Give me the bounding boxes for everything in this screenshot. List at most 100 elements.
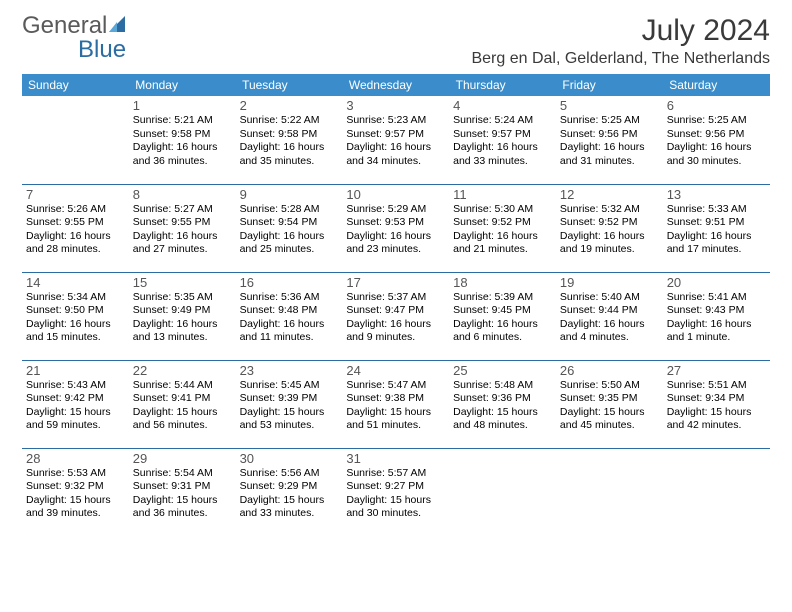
day-info: Sunrise: 5:25 AMSunset: 9:56 PMDaylight:…: [667, 114, 766, 169]
day-number: 20: [667, 275, 766, 290]
day-number: 31: [346, 451, 445, 466]
day-info: Sunrise: 5:35 AMSunset: 9:49 PMDaylight:…: [133, 291, 232, 346]
day-cell: 5Sunrise: 5:25 AMSunset: 9:56 PMDaylight…: [556, 96, 663, 184]
day-cell: 6Sunrise: 5:25 AMSunset: 9:56 PMDaylight…: [663, 96, 770, 184]
day-cell: [663, 448, 770, 536]
day-info: Sunrise: 5:45 AMSunset: 9:39 PMDaylight:…: [240, 379, 339, 434]
day-info: Sunrise: 5:40 AMSunset: 9:44 PMDaylight:…: [560, 291, 659, 346]
day-cell: 17Sunrise: 5:37 AMSunset: 9:47 PMDayligh…: [342, 272, 449, 360]
day-cell: 13Sunrise: 5:33 AMSunset: 9:51 PMDayligh…: [663, 184, 770, 272]
day-info: Sunrise: 5:50 AMSunset: 9:35 PMDaylight:…: [560, 379, 659, 434]
day-info: Sunrise: 5:44 AMSunset: 9:41 PMDaylight:…: [133, 379, 232, 434]
day-number: 13: [667, 187, 766, 202]
day-number: 24: [346, 363, 445, 378]
day-number: 9: [240, 187, 339, 202]
day-cell: 8Sunrise: 5:27 AMSunset: 9:55 PMDaylight…: [129, 184, 236, 272]
day-info: Sunrise: 5:27 AMSunset: 9:55 PMDaylight:…: [133, 203, 232, 258]
day-info: Sunrise: 5:21 AMSunset: 9:58 PMDaylight:…: [133, 114, 232, 169]
day-info: Sunrise: 5:25 AMSunset: 9:56 PMDaylight:…: [560, 114, 659, 169]
weekday-header-row: SundayMondayTuesdayWednesdayThursdayFrid…: [22, 74, 770, 96]
day-cell: [556, 448, 663, 536]
day-cell: 21Sunrise: 5:43 AMSunset: 9:42 PMDayligh…: [22, 360, 129, 448]
day-cell: 28Sunrise: 5:53 AMSunset: 9:32 PMDayligh…: [22, 448, 129, 536]
day-number: 23: [240, 363, 339, 378]
day-number: 5: [560, 98, 659, 113]
sail-icon: [107, 14, 129, 36]
week-row: 21Sunrise: 5:43 AMSunset: 9:42 PMDayligh…: [22, 360, 770, 448]
day-number: 1: [133, 98, 232, 113]
week-row: 28Sunrise: 5:53 AMSunset: 9:32 PMDayligh…: [22, 448, 770, 536]
day-cell: 22Sunrise: 5:44 AMSunset: 9:41 PMDayligh…: [129, 360, 236, 448]
day-info: Sunrise: 5:56 AMSunset: 9:29 PMDaylight:…: [240, 467, 339, 522]
day-info: Sunrise: 5:41 AMSunset: 9:43 PMDaylight:…: [667, 291, 766, 346]
day-cell: 16Sunrise: 5:36 AMSunset: 9:48 PMDayligh…: [236, 272, 343, 360]
day-number: 3: [346, 98, 445, 113]
day-number: 16: [240, 275, 339, 290]
day-number: 6: [667, 98, 766, 113]
day-info: Sunrise: 5:47 AMSunset: 9:38 PMDaylight:…: [346, 379, 445, 434]
day-cell: 24Sunrise: 5:47 AMSunset: 9:38 PMDayligh…: [342, 360, 449, 448]
day-number: 14: [26, 275, 125, 290]
day-cell: 7Sunrise: 5:26 AMSunset: 9:55 PMDaylight…: [22, 184, 129, 272]
logo-text-gray: General: [22, 12, 107, 39]
location: Berg en Dal, Gelderland, The Netherlands: [471, 50, 770, 68]
day-number: 8: [133, 187, 232, 202]
day-number: 4: [453, 98, 552, 113]
day-info: Sunrise: 5:33 AMSunset: 9:51 PMDaylight:…: [667, 203, 766, 258]
day-info: Sunrise: 5:22 AMSunset: 9:58 PMDaylight:…: [240, 114, 339, 169]
day-cell: 4Sunrise: 5:24 AMSunset: 9:57 PMDaylight…: [449, 96, 556, 184]
weekday-header: Sunday: [22, 74, 129, 96]
day-cell: 10Sunrise: 5:29 AMSunset: 9:53 PMDayligh…: [342, 184, 449, 272]
day-cell: 2Sunrise: 5:22 AMSunset: 9:58 PMDaylight…: [236, 96, 343, 184]
title-block: July 2024 Berg en Dal, Gelderland, The N…: [471, 14, 770, 68]
day-number: 17: [346, 275, 445, 290]
day-cell: 3Sunrise: 5:23 AMSunset: 9:57 PMDaylight…: [342, 96, 449, 184]
day-number: 30: [240, 451, 339, 466]
header: General Blue July 2024 Berg en Dal, Geld…: [22, 14, 770, 68]
day-cell: 14Sunrise: 5:34 AMSunset: 9:50 PMDayligh…: [22, 272, 129, 360]
day-info: Sunrise: 5:54 AMSunset: 9:31 PMDaylight:…: [133, 467, 232, 522]
day-cell: 31Sunrise: 5:57 AMSunset: 9:27 PMDayligh…: [342, 448, 449, 536]
week-row: 1Sunrise: 5:21 AMSunset: 9:58 PMDaylight…: [22, 96, 770, 184]
day-cell: 27Sunrise: 5:51 AMSunset: 9:34 PMDayligh…: [663, 360, 770, 448]
day-info: Sunrise: 5:30 AMSunset: 9:52 PMDaylight:…: [453, 203, 552, 258]
logo-text-blue: Blue: [24, 36, 126, 63]
day-cell: 23Sunrise: 5:45 AMSunset: 9:39 PMDayligh…: [236, 360, 343, 448]
day-number: 12: [560, 187, 659, 202]
day-cell: [449, 448, 556, 536]
day-cell: 26Sunrise: 5:50 AMSunset: 9:35 PMDayligh…: [556, 360, 663, 448]
day-info: Sunrise: 5:39 AMSunset: 9:45 PMDaylight:…: [453, 291, 552, 346]
day-number: 15: [133, 275, 232, 290]
day-number: 29: [133, 451, 232, 466]
day-info: Sunrise: 5:29 AMSunset: 9:53 PMDaylight:…: [346, 203, 445, 258]
day-number: 7: [26, 187, 125, 202]
day-cell: 11Sunrise: 5:30 AMSunset: 9:52 PMDayligh…: [449, 184, 556, 272]
day-number: 21: [26, 363, 125, 378]
day-info: Sunrise: 5:53 AMSunset: 9:32 PMDaylight:…: [26, 467, 125, 522]
day-info: Sunrise: 5:28 AMSunset: 9:54 PMDaylight:…: [240, 203, 339, 258]
day-number: 18: [453, 275, 552, 290]
day-info: Sunrise: 5:23 AMSunset: 9:57 PMDaylight:…: [346, 114, 445, 169]
month-title: July 2024: [471, 14, 770, 48]
day-number: 11: [453, 187, 552, 202]
weekday-header: Wednesday: [342, 74, 449, 96]
weekday-header: Thursday: [449, 74, 556, 96]
day-info: Sunrise: 5:32 AMSunset: 9:52 PMDaylight:…: [560, 203, 659, 258]
weekday-header: Monday: [129, 74, 236, 96]
day-number: 10: [346, 187, 445, 202]
day-info: Sunrise: 5:57 AMSunset: 9:27 PMDaylight:…: [346, 467, 445, 522]
day-cell: 19Sunrise: 5:40 AMSunset: 9:44 PMDayligh…: [556, 272, 663, 360]
day-info: Sunrise: 5:24 AMSunset: 9:57 PMDaylight:…: [453, 114, 552, 169]
day-cell: 20Sunrise: 5:41 AMSunset: 9:43 PMDayligh…: [663, 272, 770, 360]
day-cell: [22, 96, 129, 184]
calendar-table: SundayMondayTuesdayWednesdayThursdayFrid…: [22, 74, 770, 536]
day-info: Sunrise: 5:48 AMSunset: 9:36 PMDaylight:…: [453, 379, 552, 434]
day-cell: 30Sunrise: 5:56 AMSunset: 9:29 PMDayligh…: [236, 448, 343, 536]
day-cell: 1Sunrise: 5:21 AMSunset: 9:58 PMDaylight…: [129, 96, 236, 184]
day-info: Sunrise: 5:26 AMSunset: 9:55 PMDaylight:…: [26, 203, 125, 258]
day-cell: 25Sunrise: 5:48 AMSunset: 9:36 PMDayligh…: [449, 360, 556, 448]
day-cell: 18Sunrise: 5:39 AMSunset: 9:45 PMDayligh…: [449, 272, 556, 360]
day-info: Sunrise: 5:36 AMSunset: 9:48 PMDaylight:…: [240, 291, 339, 346]
day-number: 26: [560, 363, 659, 378]
day-info: Sunrise: 5:43 AMSunset: 9:42 PMDaylight:…: [26, 379, 125, 434]
